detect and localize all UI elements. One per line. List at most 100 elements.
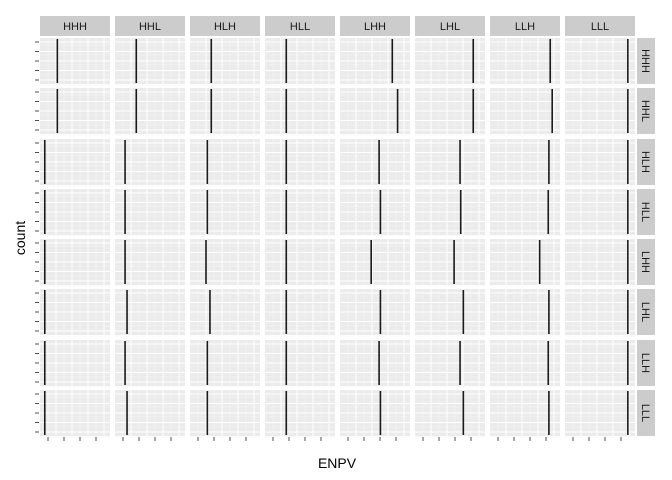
histogram-bar — [124, 240, 126, 284]
histogram-bar — [391, 39, 394, 83]
facet-panel-LHH-LHL — [415, 239, 485, 287]
histogram-bar — [126, 290, 128, 334]
histogram-bar — [124, 140, 126, 184]
facet-panel-HLH-LHL — [415, 139, 485, 187]
facet-panel-HHL-LHL — [415, 88, 485, 136]
facet-panel-LLH-HHH — [40, 340, 110, 388]
histogram-bar — [285, 89, 288, 133]
histogram-bar — [285, 140, 288, 184]
facet-panel-LLH-HHL — [115, 340, 185, 388]
histogram-bar — [56, 89, 59, 133]
facet-panel-HLH-LLH — [490, 139, 560, 187]
facet-panel-HHL-HHL — [115, 88, 185, 136]
facet-panel-LHL-LLH — [490, 289, 560, 337]
facet-panel-HLH-HHH — [40, 139, 110, 187]
facet-panel-LLL-LHL — [415, 390, 485, 438]
histogram-bar — [547, 190, 550, 234]
facet-panel-LLH-LHH — [340, 340, 410, 388]
histogram-bar — [379, 190, 382, 234]
histogram-bar — [462, 290, 465, 334]
row-strip-label: LHH — [639, 251, 651, 273]
row-strip-label: LLL — [639, 404, 651, 422]
histogram-bar — [285, 190, 288, 234]
facet-panel-LLL-HHH — [40, 390, 110, 438]
facet-panel-HHH-LHH — [340, 38, 410, 86]
histogram-bar — [627, 391, 629, 435]
row-strip-label: LHL — [639, 302, 651, 322]
facet-panel-LLH-LLL — [565, 340, 635, 388]
facet-panel-LLH-LLH — [490, 340, 560, 388]
histogram-bar — [43, 190, 46, 234]
histogram-bar — [43, 290, 46, 334]
facet-panel-HHH-HLL — [265, 38, 335, 86]
facet-panel-LHL-HHH — [40, 289, 110, 337]
histogram-bar — [285, 341, 288, 385]
facet-panel-LLH-HLL — [265, 340, 335, 388]
histogram-bar — [135, 89, 138, 133]
col-strip-HHH — [40, 16, 110, 36]
facet-panel-HHH-LHL — [415, 38, 485, 86]
row-strips: HHH HHL HLH HLL LHH LHL LLH LLL — [637, 38, 655, 436]
col-strip-label: LLH — [515, 21, 535, 33]
x-axis-title: ENPV — [318, 455, 357, 471]
histogram-bar — [124, 341, 126, 385]
col-strip-LLL — [565, 16, 635, 36]
facet-panel-LHH-LHH — [340, 239, 410, 287]
col-strip-label: LHL — [440, 21, 460, 33]
facet-panel-HHL-LHH — [340, 88, 410, 136]
histogram-bar — [43, 140, 46, 184]
histogram-bar — [627, 39, 629, 83]
facet-panel-HLL-HHH — [40, 189, 110, 237]
facet-panel-LLH-HLH — [190, 340, 260, 388]
histogram-bar — [285, 39, 288, 83]
histogram-bar — [459, 341, 461, 385]
row-strip-HHH — [637, 38, 655, 84]
facet-panel-LLL-HHL — [115, 390, 185, 438]
histogram-bar — [370, 240, 372, 284]
row-strip-HHL — [637, 88, 655, 134]
histogram-bar — [285, 290, 288, 334]
facet-panel-LHL-HLL — [265, 289, 335, 337]
histogram-bar — [206, 391, 209, 435]
histogram-bar — [209, 290, 211, 334]
facet-panel-LHH-HLH — [190, 239, 260, 287]
facet-panel-LHH-LLH — [490, 239, 560, 287]
row-strip-label: HLL — [639, 202, 651, 222]
histogram-bar — [378, 341, 380, 385]
histogram-bar — [627, 140, 629, 184]
facet-panel-HLL-LLL — [565, 189, 635, 237]
histogram-bar — [538, 240, 541, 284]
facet-panel-LLL-LHH — [340, 390, 410, 438]
facet-panel-LHL-HHL — [115, 289, 185, 337]
column-strips: HHH HHL HLH HLL LHH LHL LLH LLL — [40, 16, 635, 36]
histogram-bar — [285, 240, 288, 284]
facet-panel-LHH-HHL — [115, 239, 185, 287]
col-strip-label: LLL — [591, 21, 609, 33]
row-strip-HLH — [637, 139, 655, 185]
facet-panel-HHL-HLL — [265, 88, 335, 136]
histogram-bar — [548, 140, 550, 184]
histogram-bar — [453, 240, 455, 284]
histogram-bar — [378, 140, 380, 184]
facet-panel-HHH-HLH — [190, 38, 260, 86]
row-strip-LHH — [637, 239, 655, 285]
facet-panel-HHH-LLH — [490, 38, 560, 86]
col-strip-HLL — [265, 16, 335, 36]
row-strip-label: HHL — [639, 100, 651, 122]
facet-panel-LLH-LHL — [415, 340, 485, 388]
facet-panel-HLL-LHH — [340, 189, 410, 237]
histogram-bar — [548, 391, 550, 435]
histogram-bar — [285, 391, 288, 435]
col-strip-HLH — [190, 16, 260, 36]
histogram-bar — [56, 39, 59, 83]
axis-ticks — [35, 41, 622, 441]
facet-panel-LHH-HLL — [265, 239, 335, 287]
histogram-bar — [472, 89, 475, 133]
histogram-bar — [206, 140, 209, 184]
histogram-bar — [135, 39, 138, 83]
facet-panel-LHL-LHL — [415, 289, 485, 337]
facet-panel-LHH-HHH — [40, 239, 110, 287]
facet-panel-HLH-HHL — [115, 139, 185, 187]
histogram-bar — [627, 290, 629, 334]
